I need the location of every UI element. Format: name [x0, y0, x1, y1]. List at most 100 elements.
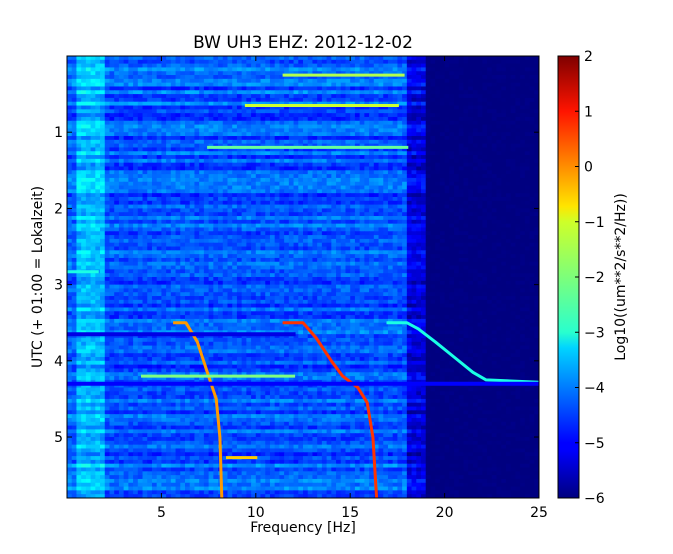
- heatmap-cell: [241, 113, 247, 118]
- heatmap-cell: [265, 185, 271, 190]
- heatmap-cell: [345, 90, 351, 95]
- heatmap-cell: [236, 204, 243, 210]
- heatmap-cell: [255, 189, 262, 194]
- heatmap-cell: [246, 242, 252, 248]
- heatmap-cell: [529, 105, 535, 110]
- heatmap-cell: [265, 75, 271, 80]
- heatmap-cell: [392, 193, 398, 198]
- heatmap-cell: [482, 196, 488, 202]
- heatmap-cell: [416, 147, 422, 152]
- heatmap-cell: [430, 151, 436, 156]
- heatmap-cell: [515, 242, 521, 248]
- heatmap-cell: [133, 71, 139, 76]
- heatmap-cell: [213, 94, 219, 99]
- heatmap-cell: [392, 56, 398, 61]
- heatmap-cell: [142, 147, 148, 152]
- heatmap-cell: [114, 75, 120, 80]
- heatmap-cell: [274, 124, 280, 129]
- heatmap-cell: [279, 97, 285, 103]
- heatmap-cell: [496, 136, 502, 141]
- heatmap-cell: [161, 82, 167, 88]
- heatmap-cell: [95, 223, 101, 229]
- heatmap-cell: [227, 162, 233, 168]
- heatmap-cell: [180, 212, 186, 217]
- heatmap-cell: [458, 132, 465, 137]
- heatmap-cell: [274, 235, 280, 240]
- heatmap-cell: [71, 235, 78, 240]
- heatmap-cell: [251, 242, 257, 248]
- heatmap-cell: [487, 94, 493, 99]
- heatmap-cell: [298, 155, 304, 160]
- heatmap-cell: [510, 216, 516, 221]
- heatmap-cell: [496, 219, 502, 225]
- heatmap-cell: [520, 185, 526, 190]
- heatmap-cell: [317, 238, 323, 244]
- heatmap-cell: [109, 242, 115, 248]
- heatmap-cell: [383, 235, 389, 240]
- heatmap-cell: [293, 242, 299, 248]
- heatmap-cell: [378, 189, 384, 194]
- heatmap-cell: [170, 78, 177, 84]
- heatmap-cell: [81, 97, 87, 103]
- heatmap-cell: [439, 94, 446, 99]
- heatmap-cell: [279, 109, 285, 114]
- heatmap-cell: [269, 170, 276, 175]
- heatmap-cell: [76, 86, 82, 91]
- heatmap-cell: [95, 101, 101, 107]
- heatmap-cell: [298, 181, 304, 187]
- heatmap-cell: [359, 143, 365, 149]
- heatmap-cell: [510, 71, 516, 76]
- heatmap-cell: [350, 231, 356, 236]
- heatmap-cell: [189, 63, 196, 69]
- heatmap-cell: [279, 90, 285, 95]
- heatmap-cell: [387, 82, 394, 88]
- heatmap-cell: [340, 170, 347, 175]
- heatmap-cell: [444, 94, 450, 99]
- heatmap-cell: [180, 90, 186, 95]
- heatmap-cell: [90, 139, 96, 145]
- heatmap-cell: [505, 174, 512, 179]
- heatmap-cell: [463, 193, 469, 198]
- heatmap-cell: [170, 90, 177, 95]
- heatmap-cell: [227, 231, 233, 236]
- heatmap-cell: [71, 97, 78, 103]
- heatmap-cell: [317, 147, 323, 152]
- heatmap-cell: [482, 90, 488, 95]
- heatmap-cell: [166, 116, 172, 122]
- heatmap-cell: [208, 158, 214, 164]
- heatmap-cell: [288, 162, 295, 168]
- heatmap-cell: [487, 151, 493, 156]
- heatmap-cell: [100, 185, 106, 190]
- heatmap-cell: [359, 227, 365, 232]
- heatmap-cell: [312, 196, 318, 202]
- heatmap-cell: [354, 124, 361, 129]
- heatmap-cell: [232, 97, 238, 103]
- heatmap-cell: [487, 166, 493, 171]
- heatmap-cell: [340, 143, 347, 149]
- heatmap-cell: [208, 128, 214, 133]
- heatmap-cell: [392, 196, 398, 202]
- heatmap-cell: [85, 78, 92, 84]
- heatmap-cell: [213, 231, 219, 236]
- heatmap-cell: [449, 56, 455, 61]
- heatmap-cell: [95, 128, 101, 133]
- heatmap-cell: [90, 120, 96, 126]
- heatmap-cell: [218, 136, 224, 141]
- heatmap-cell: [76, 139, 82, 145]
- heatmap-cell: [472, 71, 479, 76]
- heatmap-cell: [312, 193, 318, 198]
- heatmap-cell: [100, 132, 106, 137]
- heatmap-cell: [307, 181, 314, 187]
- heatmap-cell: [133, 193, 139, 198]
- heatmap-cell: [185, 56, 191, 61]
- heatmap-cell: [203, 56, 210, 61]
- heatmap-cell: [170, 139, 177, 145]
- heatmap-cell: [76, 109, 82, 114]
- heatmap-cell: [416, 162, 422, 168]
- heatmap-cell: [185, 208, 191, 213]
- heatmap-cell: [425, 170, 432, 175]
- heatmap-cell: [218, 97, 224, 103]
- heatmap-cell: [392, 231, 398, 236]
- heatmap-cell: [260, 75, 266, 80]
- heatmap-cell: [345, 223, 351, 229]
